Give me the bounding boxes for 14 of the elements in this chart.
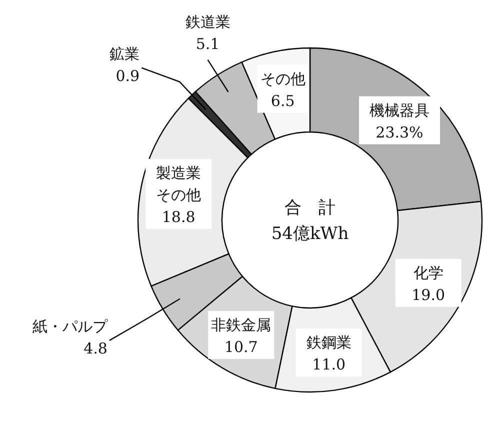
slice-label: 製造業その他 xyxy=(156,164,202,204)
slice-label: 機械器具 xyxy=(369,101,430,120)
data-label: 18.8 xyxy=(162,208,196,226)
data-label: 19.0 xyxy=(412,286,446,304)
data-label: 10.7 xyxy=(224,338,258,356)
slice-label: 鉄鋼業 xyxy=(306,334,352,352)
text: 54億kWh xyxy=(271,224,349,244)
text: 合 計 xyxy=(284,198,336,218)
data-label: 6.5 xyxy=(270,92,295,110)
slice-label: 非鉄金属 xyxy=(211,316,272,334)
slice-label: その他 xyxy=(260,70,306,88)
data-label: 11.0 xyxy=(312,356,346,374)
slice-label: 化学 xyxy=(413,264,444,282)
data-label: 23.3% xyxy=(376,123,424,142)
